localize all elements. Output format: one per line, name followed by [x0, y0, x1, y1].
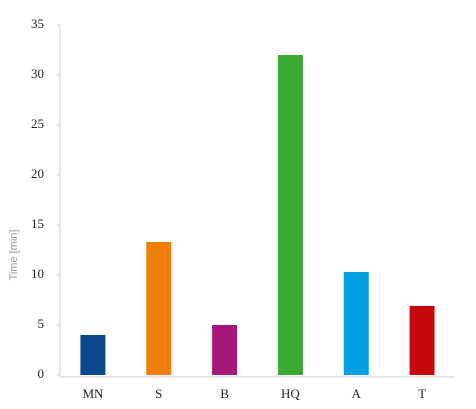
x-tick-label: T	[418, 386, 426, 401]
y-tick-label: 30	[31, 66, 44, 81]
y-tick-label: 5	[38, 316, 45, 331]
y-axis-label: Time [min]	[8, 230, 20, 281]
x-tick-label: HQ	[281, 386, 300, 401]
bar	[277, 55, 303, 375]
x-tick-label: B	[220, 386, 229, 401]
bar	[146, 242, 172, 375]
y-tick-label: 35	[31, 16, 44, 31]
y-tick-label: 25	[31, 116, 44, 131]
x-tick-label: MN	[82, 386, 104, 401]
x-tick-label: A	[352, 386, 362, 401]
y-tick-label: 0	[38, 366, 45, 381]
y-tick-label: 10	[31, 266, 44, 281]
bar	[343, 272, 369, 375]
bar	[80, 335, 106, 375]
y-tick-label: 20	[31, 166, 44, 181]
y-tick-label: 15	[31, 216, 44, 231]
bar	[409, 306, 435, 375]
x-tick-label: S	[155, 386, 162, 401]
bar	[212, 325, 238, 375]
